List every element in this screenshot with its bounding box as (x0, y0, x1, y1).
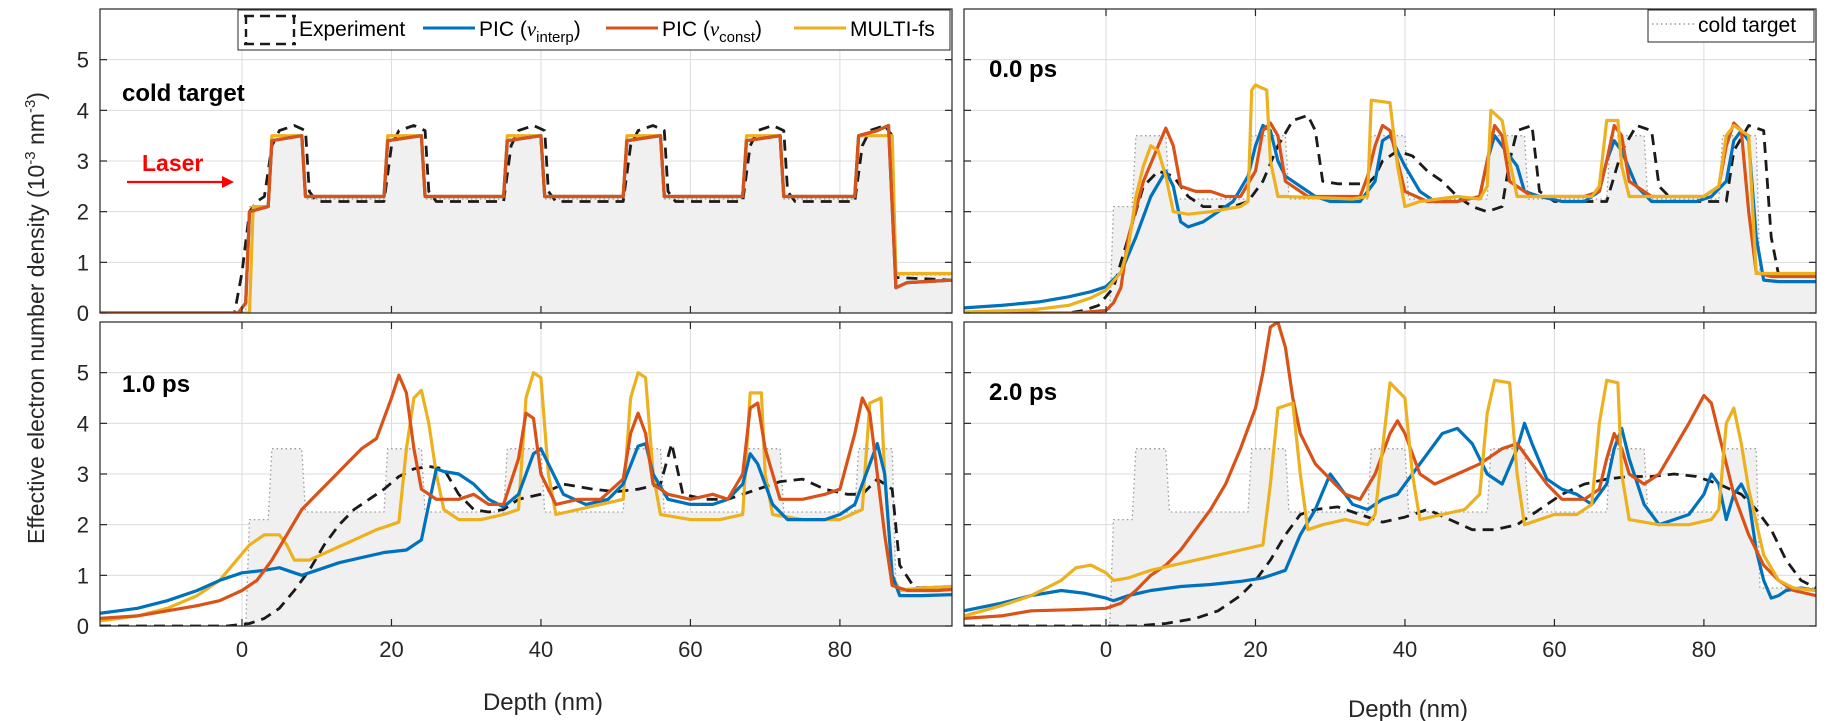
y-tick-label: 5 (77, 48, 89, 73)
series-line-pic-interp (964, 421, 1816, 613)
cold-target-fill (100, 135, 952, 313)
legend-pic-interp-nu: ν (527, 17, 537, 41)
y-axis-label-main: Effective electron number density (10 (23, 165, 49, 544)
legend-label-cold-target: cold target (1698, 14, 1796, 37)
panel-0-title: cold target (122, 80, 245, 107)
panel-1-ticks (964, 9, 1816, 314)
panel-2-title: 1.0 ps (122, 371, 190, 398)
y-tick-label: 1 (77, 250, 89, 275)
series-line-multi-fs (100, 371, 952, 623)
panel-2-series (100, 371, 952, 626)
y-tick-label: 2 (77, 200, 89, 225)
x-tick-label: 0 (236, 637, 248, 662)
cold-target-fill (964, 448, 1816, 626)
legend-label-experiment: Experiment (299, 18, 405, 41)
panel-0-frame (99, 8, 953, 314)
legend-pic-interp-main: PIC ( (479, 18, 527, 41)
panel-2ps: 0 20 40 60 80 2.0 ps (963, 321, 1817, 662)
series-line-experiment (964, 472, 1816, 626)
series-line-cold-target (100, 448, 952, 626)
legend-cold-box (1647, 9, 1815, 43)
x-tick-label: 20 (379, 637, 403, 662)
panel-3-title: 2.0 ps (989, 379, 1057, 406)
y-axis-label-exponent-2: -3 (22, 100, 39, 113)
panel-3-ticks: 0 20 40 60 80 (964, 322, 1816, 662)
legend-item-multi-fs: MULTI-fs (794, 18, 935, 41)
legend-item-experiment: Experiment (244, 14, 405, 46)
laser-label: Laser (142, 150, 203, 176)
y-axis-label-unit: nm (23, 113, 49, 151)
series-line-pic-const (964, 322, 1816, 620)
series-line-pic-interp (100, 442, 952, 615)
legend-cold-target: cold target (1647, 9, 1815, 43)
legend-pic-interp-close: ) (574, 18, 581, 41)
panel-1-series (964, 83, 1816, 313)
panel-0-series (100, 123, 952, 313)
legend: Experiment PIC (νinterp) PIC (νconst) MU… (237, 9, 951, 51)
series-line-pic-interp (964, 123, 1816, 310)
legend-item-pic-interp: PIC (νinterp) (423, 17, 581, 46)
panel-1ps: 0 20 40 60 80 0 1 2 3 4 5 1.0 ps (77, 321, 953, 662)
panel-3-frame (963, 321, 1817, 627)
x-tick-label: 20 (1243, 637, 1267, 662)
series-line-experiment (100, 124, 952, 313)
panel-1-title: 0.0 ps (989, 56, 1057, 83)
laser-arrow-head (222, 176, 234, 188)
series-line-cold-target (964, 448, 1816, 626)
x-tick-label: 60 (1542, 637, 1566, 662)
x-tick-label: 0 (1100, 637, 1112, 662)
x-tick-label: 40 (529, 637, 553, 662)
series-line-pic-const (100, 373, 952, 620)
legend-label-multi-fs: MULTI-fs (850, 18, 935, 41)
y-axis-label-exponent-1: -3 (22, 151, 39, 164)
cold-target-fill (964, 135, 1816, 313)
x-tick-label: 80 (828, 637, 852, 662)
cold-target-fill (100, 448, 952, 626)
series-line-cold-target (964, 135, 1816, 313)
x-tick-label: 80 (1692, 637, 1716, 662)
x-tick-label: 60 (678, 637, 702, 662)
legend-label-pic-interp: PIC (νinterp) (479, 17, 581, 46)
y-tick-label: 1 (77, 563, 89, 588)
y-tick-label: 5 (77, 361, 89, 386)
panel-2-frame (99, 321, 953, 627)
x-axis-label-left: Depth (nm) (483, 689, 603, 716)
legend-pic-const-sub: const (719, 29, 756, 46)
panel-3-series (964, 322, 1816, 626)
y-axis-label-close: ) (23, 92, 49, 100)
y-tick-label: 0 (77, 301, 89, 326)
y-tick-label: 4 (77, 411, 89, 436)
series-line-pic-const (100, 123, 952, 313)
panel-0ps: 0.0 ps (963, 8, 1817, 314)
legend-pic-const-nu: ν (710, 17, 720, 41)
y-axis-label: Effective electron number density (10-3 … (22, 92, 49, 544)
x-tick-label: 40 (1393, 637, 1417, 662)
legend-label-pic-const: PIC (νconst) (662, 17, 762, 46)
legend-pic-interp-sub: interp (536, 29, 574, 46)
x-axis-label-right: Depth (nm) (1348, 696, 1468, 721)
legend-box (237, 9, 951, 51)
y-tick-label: 0 (77, 614, 89, 639)
y-tick-label: 4 (77, 98, 89, 123)
legend-item-pic-const: PIC (νconst) (606, 17, 762, 46)
panel-cold-target: 0 1 2 3 4 5 cold target (77, 8, 953, 326)
series-line-multi-fs (964, 83, 1816, 313)
y-tick-label: 3 (77, 149, 89, 174)
y-tick-label: 2 (77, 513, 89, 538)
series-line-multi-fs (964, 378, 1816, 618)
series-line-experiment (964, 114, 1816, 313)
legend-pic-const-close: ) (755, 18, 762, 41)
panel-1-frame (963, 8, 1817, 314)
laser-annotation: Laser (127, 150, 234, 188)
series-line-experiment (100, 442, 952, 626)
legend-pic-const-main: PIC ( (662, 18, 710, 41)
y-tick-label: 3 (77, 462, 89, 487)
